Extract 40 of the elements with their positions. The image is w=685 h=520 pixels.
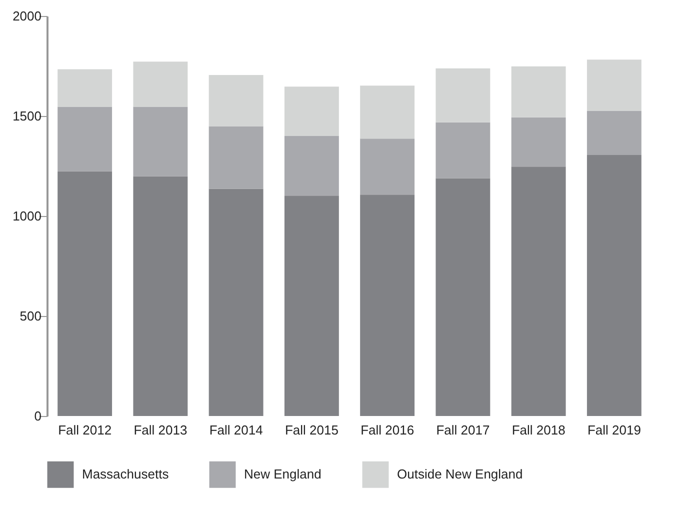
y-tick-label: 0 [34,408,42,424]
bar [58,171,112,416]
y-tick-label: 1000 [12,208,42,224]
bar [511,66,566,118]
bar [284,136,339,196]
bar [586,155,642,416]
bar [436,68,490,122]
bar [208,75,264,126]
bar [133,62,188,107]
bar [360,138,415,195]
x-tick-label: Fall 2017 [436,422,490,438]
bar [58,106,112,172]
x-tick-label: Fall 2019 [587,422,641,438]
bar [360,194,415,416]
bar [133,176,188,416]
legend-label: Massachusetts [82,466,170,482]
legend-label: Outside New England [397,466,523,482]
bar [58,69,112,107]
x-tick-label: Fall 2012 [58,422,112,438]
y-tick-label: 500 [20,308,42,324]
bar [133,106,188,176]
bar [208,126,264,189]
x-tick-label: Fall 2018 [512,422,566,438]
bar [586,60,642,111]
bar [511,117,566,167]
bar [284,86,339,136]
bar [436,178,490,416]
bar [436,122,490,178]
bar [511,166,566,416]
bar [284,196,339,416]
y-tick-label: 2000 [12,8,42,24]
bar [208,188,264,416]
y-tick-label: 1500 [12,108,42,124]
x-tick-label: Fall 2016 [360,422,414,438]
bar [586,110,642,155]
x-tick-label: Fall 2013 [134,422,188,438]
bar [360,86,415,139]
x-tick-label: Fall 2014 [209,422,263,438]
x-tick-label: Fall 2015 [284,422,338,438]
legend-label: New England [244,466,322,482]
